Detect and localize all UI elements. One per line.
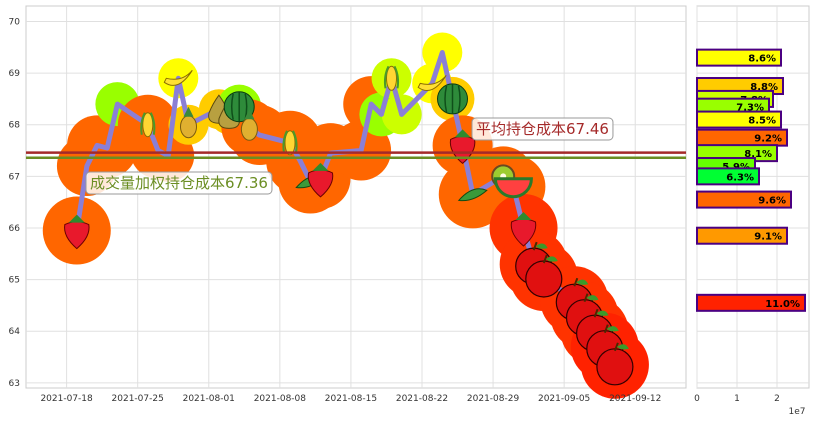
fruit-markers — [64, 65, 634, 386]
volume-bar — [696, 190, 792, 209]
corn-icon — [383, 65, 400, 91]
strawberry-icon — [307, 162, 334, 198]
bar-pct-label: 8.8% — [750, 82, 778, 93]
x-tick-label: 2021-07-18 — [40, 394, 93, 404]
side-x-tick-label: 1 — [734, 394, 740, 404]
pineapple-icon — [180, 106, 197, 139]
x-tick-label: 2021-07-25 — [112, 394, 164, 404]
corn-icon — [140, 112, 156, 138]
x-tick-label: 2021-08-29 — [467, 394, 520, 404]
x-tick-label: 2021-08-15 — [325, 394, 377, 404]
bar-pct-label: 9.1% — [754, 232, 782, 243]
y-tick-label: 69 — [9, 69, 21, 79]
y-tick-label: 63 — [9, 379, 20, 389]
x-tick-label: 2021-08-01 — [183, 394, 235, 404]
y-tick-label: 66 — [9, 224, 21, 234]
apple-icon — [525, 254, 563, 298]
apple-icon — [596, 342, 634, 386]
side-x-tick-label: 0 — [694, 394, 700, 404]
bar-pct-label: 7.3% — [736, 103, 764, 114]
slice-icon — [493, 177, 533, 199]
reference-label: 平均持仓成本67.46 — [476, 120, 609, 138]
banana-icon — [163, 69, 193, 86]
corn-icon — [282, 130, 298, 156]
reference-annotation: 平均持仓成本67.46 — [471, 117, 614, 141]
volume-bar — [696, 167, 760, 186]
watermelon-icon — [437, 83, 468, 115]
volume-bars: 8.6%8.8%7.8%7.3%8.5%9.2%8.1%5.9%6.3%9.6%… — [696, 48, 806, 312]
watermelon-icon — [223, 91, 255, 123]
volume-bar — [696, 293, 806, 312]
volume-bar — [696, 110, 782, 129]
reference-label: 成交量加权持仓成本67.36 — [90, 174, 268, 192]
side-x-scale-label: 1e7 — [789, 407, 806, 417]
volume-bar — [696, 226, 788, 245]
y-tick-label: 65 — [9, 276, 20, 286]
x-tick-label: 2021-08-22 — [396, 394, 448, 404]
y-tick-label: 64 — [9, 327, 21, 337]
banana-icon — [417, 75, 447, 91]
strawberry-icon — [510, 212, 537, 247]
bar-pct-label: 9.2% — [754, 134, 782, 145]
y-tick-label: 67 — [9, 172, 20, 182]
bar-pct-label: 6.3% — [726, 172, 754, 183]
bar-pct-label: 8.6% — [748, 54, 776, 65]
reference-lines: 平均持仓成本67.46 成交量加权持仓成本67.36 — [26, 117, 686, 195]
bar-pct-label: 11.0% — [765, 299, 800, 310]
y-tick-label: 70 — [9, 17, 21, 27]
tick-labels: 2021-07-18 2021-07-25 2021-08-01 2021-08-08… — [9, 17, 806, 417]
reference-annotation: 成交量加权持仓成本67.36 — [85, 171, 273, 195]
x-tick-label: 2021-08-08 — [254, 394, 307, 404]
bar-pct-label: 8.5% — [748, 116, 776, 127]
pea-icon — [457, 188, 488, 202]
side-x-tick-label: 2 — [774, 394, 780, 404]
x-tick-label: 2021-09-05 — [538, 394, 590, 404]
bar-pct-label: 9.6% — [758, 196, 786, 207]
pineapple-icon — [240, 109, 258, 141]
bar-pct-label: 8.1% — [744, 149, 772, 160]
strawberry-icon — [64, 214, 90, 250]
y-tick-label: 68 — [9, 121, 21, 131]
x-tick-label: 2021-09-12 — [609, 394, 661, 404]
volume-bar — [696, 48, 782, 67]
